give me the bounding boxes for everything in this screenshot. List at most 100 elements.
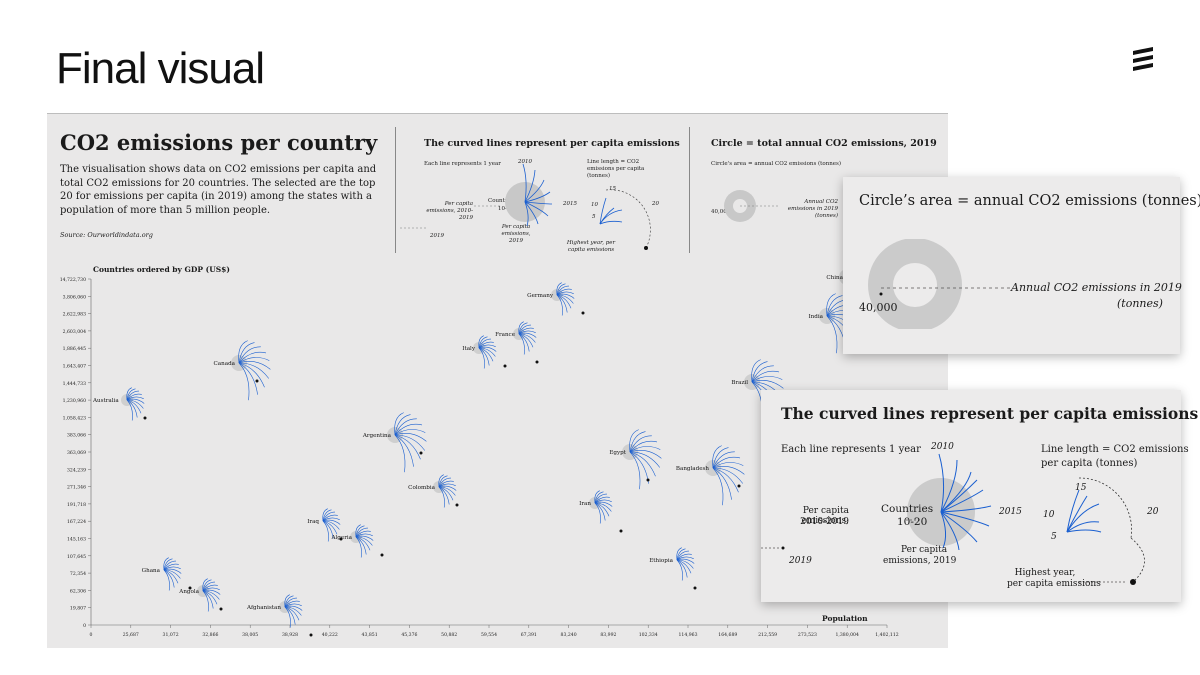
year-line (355, 530, 371, 538)
y-axis-title: Countries ordered by GDP (US$) (93, 265, 230, 274)
year-line (676, 559, 692, 574)
zoom-card-circle: Circle’s area = annual CO2 emissions (to… (843, 177, 1200, 354)
legend-year-2019: 2019 (430, 233, 444, 239)
card-lines-fan (938, 453, 992, 551)
legend-year-2015: 2015 (563, 201, 577, 207)
country-label: Iraq (307, 519, 319, 525)
year-line (556, 294, 563, 316)
zoom-card-lines: The curved lines represent per capita em… (761, 390, 1198, 602)
year-line (126, 399, 138, 418)
year-line (518, 322, 528, 335)
year-line (478, 336, 488, 349)
y-tick-label: 191,718 (67, 502, 86, 508)
legend-tick-5: 5 (592, 214, 596, 220)
year-line (594, 490, 600, 504)
year-line (322, 519, 341, 525)
card-tick-10: 10 (1043, 510, 1055, 520)
year-line (355, 527, 369, 538)
peak-dot (737, 484, 741, 488)
country-label: Ghana (142, 568, 161, 574)
x-tick-label: 67,391 (521, 632, 537, 638)
card-pce-a2: 2010-2019 (800, 517, 849, 527)
year-line (712, 445, 722, 469)
year-line (238, 357, 270, 364)
year-line (163, 563, 179, 571)
year-line (322, 509, 332, 522)
year-line (676, 547, 682, 561)
year-line (556, 288, 572, 296)
year-line (394, 418, 417, 436)
legend-length-fan (599, 197, 623, 225)
country-label: Bangladesh (676, 466, 710, 472)
year-line (438, 474, 444, 488)
legend-range: 10-20 (498, 206, 514, 212)
year-line (676, 553, 692, 561)
year-line (438, 485, 457, 491)
country-label: Canada (214, 361, 236, 367)
year-line (238, 351, 267, 364)
y-tick-label: 107,645 (67, 554, 86, 560)
year-line (322, 520, 338, 535)
country-glyph: Bangladesh (676, 445, 745, 506)
year-line (238, 361, 271, 370)
country-label: Australia (92, 398, 119, 404)
year-line (394, 434, 406, 473)
year-line (712, 467, 724, 506)
legend-pce-2019: Per capita emissions, 2019 (501, 224, 531, 244)
legend-highest: Highest year, per capita emissions (566, 240, 616, 253)
year-line (394, 434, 421, 460)
year-line (629, 451, 656, 477)
card-each-line: Each line represents 1 year (781, 444, 921, 455)
card-range: 10-20 (897, 516, 928, 528)
year-line (826, 293, 836, 317)
y-tick-label: 0 (83, 623, 86, 629)
year-line (126, 387, 132, 401)
year-line (394, 412, 404, 436)
card-pce-b1: Per capita (901, 545, 948, 555)
y-tick-label: 1,230,960 (63, 398, 86, 404)
year-line (478, 347, 494, 362)
year-line (394, 429, 426, 436)
country-label: Iran (579, 501, 591, 507)
year-line (556, 282, 562, 296)
year-line (202, 589, 221, 595)
peak-dot (255, 379, 259, 383)
year-line (751, 361, 768, 383)
peak-dot (419, 451, 423, 455)
year-line (394, 423, 423, 436)
card-year-2015: 2015 (999, 507, 1022, 517)
year-line (355, 536, 367, 555)
year-line (478, 347, 490, 366)
card-countries: Countries (881, 503, 934, 515)
year-line (202, 590, 209, 612)
country-glyph: Angola (178, 578, 223, 612)
year-line (126, 399, 142, 414)
country-label: India (808, 314, 823, 320)
peak-dot (503, 364, 507, 368)
year-line (751, 380, 784, 389)
year-line (126, 388, 136, 401)
country-glyph: Australia (92, 387, 147, 421)
year-line (438, 486, 450, 505)
country-glyph: Iran (579, 490, 623, 533)
year-line (556, 294, 574, 304)
year-line (676, 559, 683, 581)
infographic-description: The visualisation shows data on CO2 emis… (60, 164, 377, 216)
card-circle-title: Circle’s area = annual CO2 emissions (to… (859, 193, 1200, 209)
year-line (394, 434, 426, 451)
year-line (712, 466, 745, 475)
year-line (751, 365, 774, 383)
legend-countries: Countries (488, 198, 516, 204)
y-tick-label: 1,886,445 (63, 346, 86, 352)
year-line (394, 433, 427, 442)
year-line (202, 584, 218, 592)
year-line (163, 557, 169, 571)
year-line (238, 346, 261, 364)
card-circle-value: 40,000 (859, 301, 898, 314)
year-line (676, 558, 695, 564)
year-line (629, 435, 652, 453)
country-glyph: Argentina (362, 412, 427, 473)
country-glyph: Germany (527, 282, 585, 316)
y-tick-label: 167,224 (67, 519, 86, 525)
year-line (355, 524, 361, 538)
